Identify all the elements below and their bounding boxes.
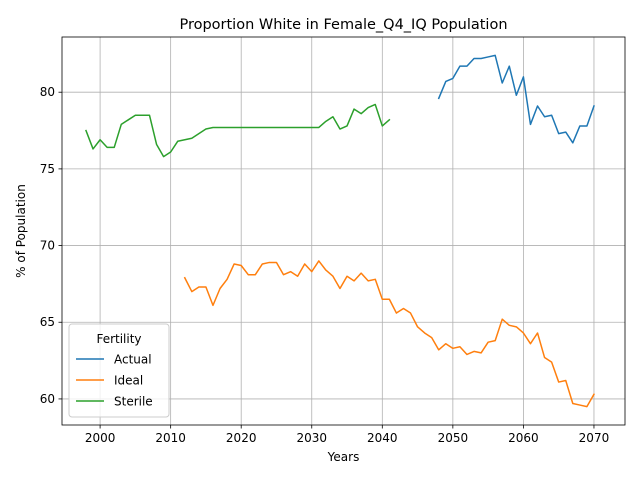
x-axis-title: Years [327,450,360,464]
y-tick-label: 70 [40,239,55,253]
legend-label-actual: Actual [114,353,152,367]
x-tick-label: 2040 [367,431,398,445]
x-tick-label: 2070 [579,431,610,445]
grid [62,37,625,425]
legend-label-sterile: Sterile [114,395,153,409]
y-axis-title: % of Population [14,184,28,278]
x-tick-label: 2010 [155,431,186,445]
x-tick-label: 2060 [508,431,539,445]
legend-box [68,323,170,418]
chart-title: Proportion White in Female_Q4_IQ Populat… [179,17,507,33]
series-line-sterile [85,103,391,158]
plot-frame [61,36,626,426]
y-tick-label: 75 [40,162,55,176]
x-tick-label: 2050 [438,431,469,445]
axis-ticks: 2000 2010 2020 2030 2040 2050 2060 2070 60 65 70 75… [40,85,610,445]
x-tick-label: 2000 [85,431,116,445]
y-tick-label: 80 [40,85,55,99]
series-line-ideal [183,260,595,408]
x-tick-label: 2030 [296,431,327,445]
series-line-actual [437,54,595,144]
y-tick-label: 60 [40,392,55,406]
y-tick-label: 65 [40,315,55,329]
legend: Fertility Actual Ideal Sterile [68,323,170,418]
series-lines [85,54,595,408]
x-tick-label: 2020 [226,431,257,445]
legend-title: Fertility [96,332,141,346]
legend-label-ideal: Ideal [114,374,143,388]
